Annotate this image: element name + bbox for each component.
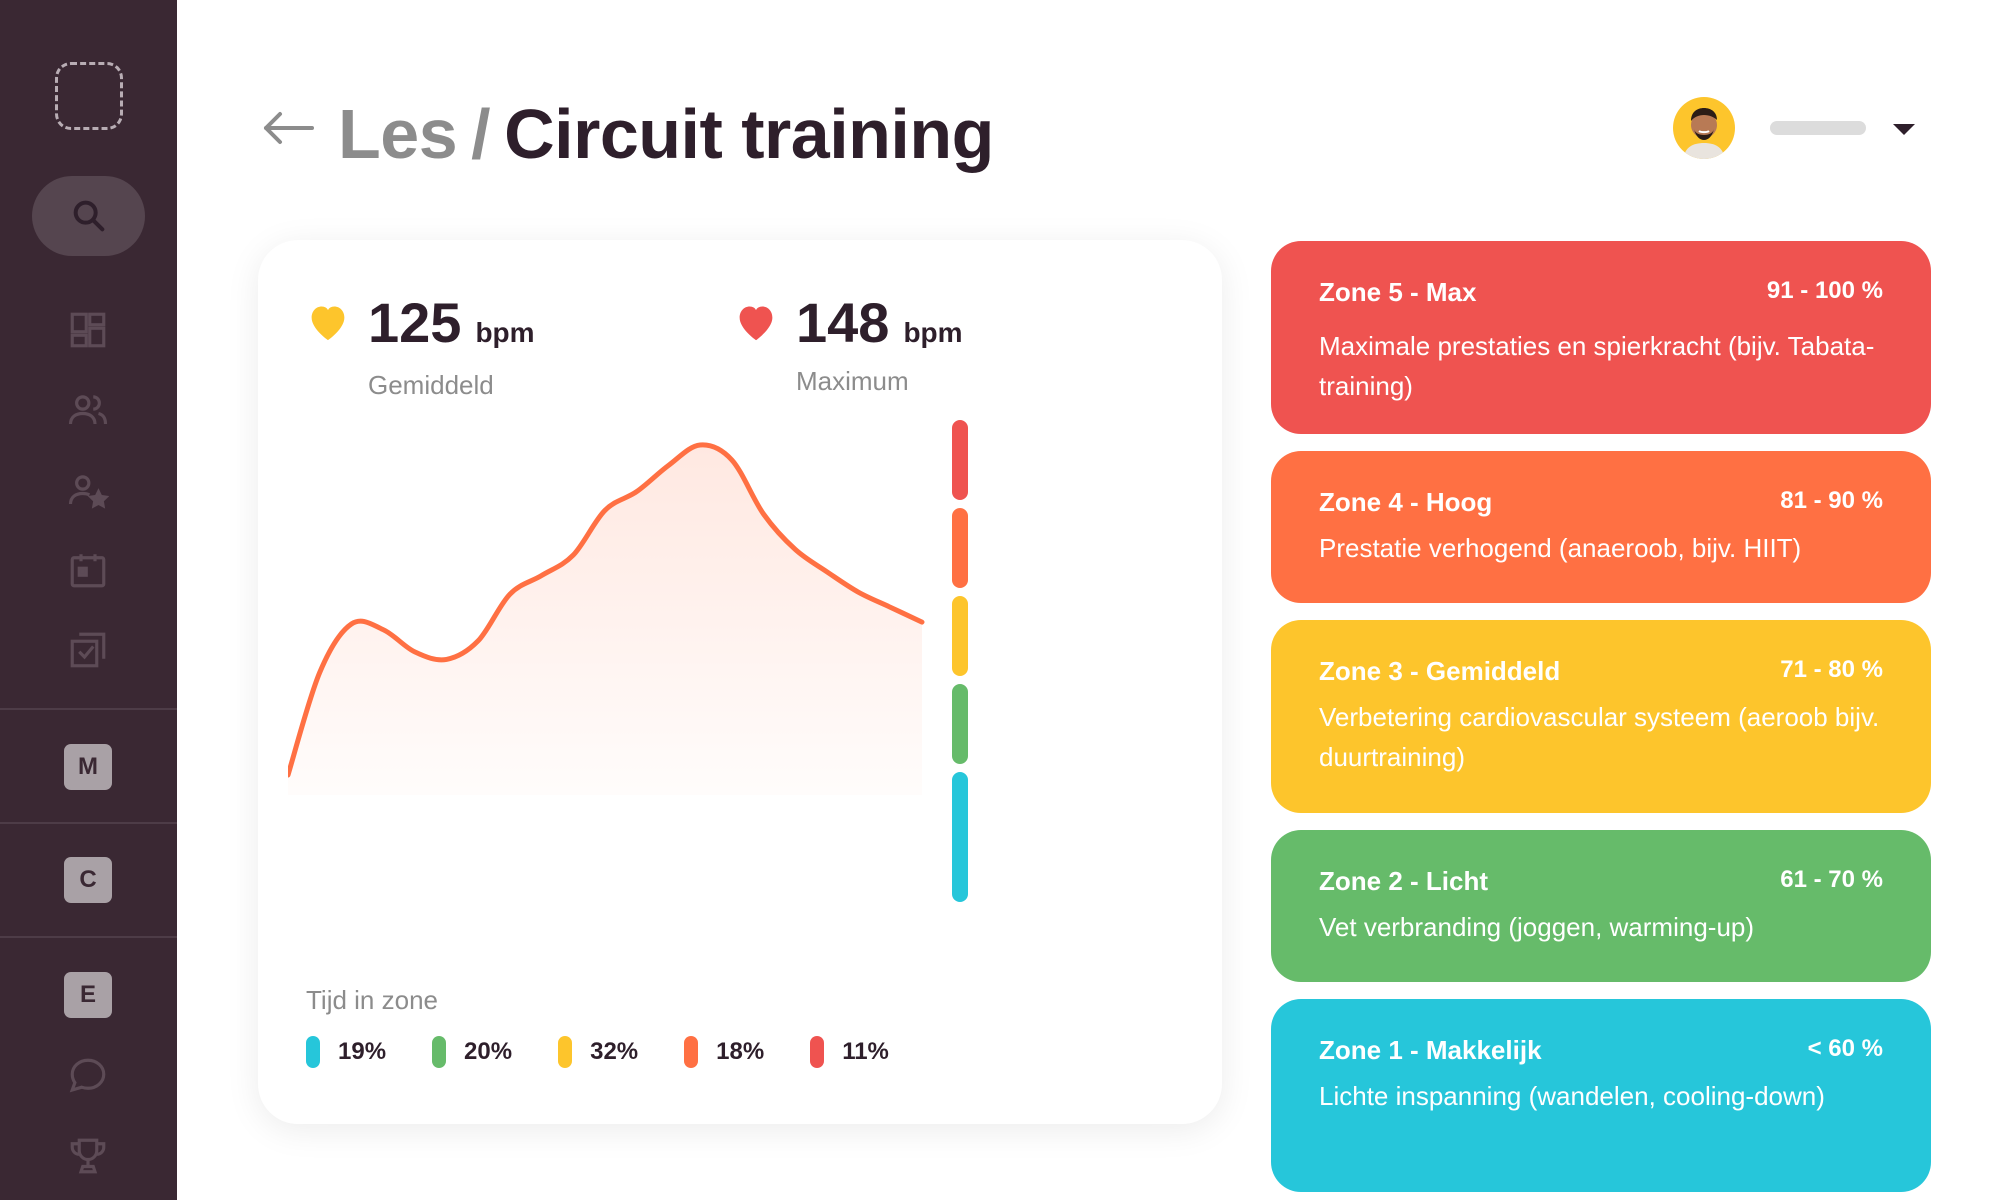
heart-rate-card: 125 bpm Gemiddeld 148 bpm Maximum Tijd in … [258,240,1222,1124]
zone-bar-segment-1 [952,772,968,902]
zone-range: 91 - 100 % [1766,277,1883,304]
users-icon[interactable] [66,388,110,432]
average-label: Gemiddeld [368,370,494,400]
zone-name: Zone 3 - Gemiddeld [1319,656,1561,686]
time-in-zone-legend: 19% 20% 32% 18% 11% [306,1036,935,1068]
zone-bar-segment-2 [952,684,968,764]
zone-description: Verbetering cardiovascular systeem (aero… [1319,702,1880,772]
calendar-icon[interactable] [66,548,110,592]
sidebar: M C E [0,0,177,1200]
zone-name: Zone 1 - Makkelijk [1319,1035,1542,1065]
zone-description: Prestatie verhogend (anaeroob, bijv. HII… [1319,533,1802,563]
user-name-placeholder[interactable] [1770,121,1866,135]
zone-description: Maximale prestaties en spierkracht (bijv… [1319,331,1875,401]
search-button[interactable] [32,176,145,256]
search-icon [73,200,104,232]
heart-rate-chart [288,420,968,902]
zone-bar-segment-4 [952,508,968,588]
zone-range: 71 - 80 % [1780,656,1883,683]
average-value: 125 bpm [368,291,535,354]
workspace-e-button[interactable]: E [64,972,112,1018]
zone-2-marker [432,1036,447,1068]
avatar[interactable] [1673,97,1735,159]
logo-placeholder[interactable] [55,62,123,130]
zone-1-percent: 19% [338,1038,387,1065]
maximum-value: 148 bpm [796,291,963,354]
user-star-icon[interactable] [66,468,110,512]
time-in-zone-item: 18% [684,1036,764,1068]
zone-3-card: Zone 3 - Gemiddeld 71 - 80 % Verbetering… [1271,620,1931,813]
zone-4-marker [684,1036,699,1068]
breadcrumb-les[interactable]: Les [338,95,458,173]
zone-name: Zone 4 - Hoog [1319,487,1493,517]
zone-3-marker [558,1036,573,1068]
sidebar-divider [0,936,177,938]
zone-name: Zone 2 - Licht [1319,866,1488,896]
zone-1-card: Zone 1 - Makkelijk < 60 % Lichte inspann… [1271,999,1931,1192]
zone-range: 61 - 70 % [1780,866,1883,893]
zone-5-percent: 11% [842,1038,889,1065]
time-in-zone-title: Tijd in zone [306,985,438,1015]
zone-scale-bar [952,420,968,902]
workspace-c-button[interactable]: C [64,857,112,903]
zone-range: < 60 % [1807,1035,1883,1062]
back-arrow-icon[interactable] [262,110,316,146]
zone-2-card: Zone 2 - Licht 61 - 70 % Vet verbranding… [1271,830,1931,982]
heart-rate-area [288,444,922,795]
time-in-zone-item: 32% [558,1036,638,1068]
zone-5-marker [810,1036,825,1068]
time-in-zone-item: 19% [306,1036,386,1068]
zone-description: Lichte inspanning (wandelen, cooling-dow… [1319,1081,1825,1111]
chevron-down-icon[interactable] [1893,124,1915,135]
zone-4-percent: 18% [716,1038,765,1065]
page-title: Les / Circuit training [338,94,994,174]
zone-1-marker [306,1036,320,1068]
time-in-zone-item: 11% [810,1036,889,1068]
checklist-icon[interactable] [66,628,110,672]
zone-5-card: Zone 5 - Max 91 - 100 % Maximale prestat… [1271,241,1931,434]
heart-rate-line [288,442,925,778]
zone-description: Vet verbranding (joggen, warming-up) [1319,912,1755,942]
chat-icon[interactable] [66,1054,110,1098]
breadcrumb-current: Circuit training [504,95,994,173]
zone-name: Zone 5 - Max [1319,277,1477,307]
breadcrumb-separator: / [471,95,491,173]
workspace-m-button[interactable]: M [64,744,112,790]
zone-range: 81 - 90 % [1780,487,1883,514]
maximum-label: Maximum [796,366,909,396]
zone-2-percent: 20% [464,1038,513,1065]
zone-bar-segment-5 [952,420,968,500]
heart-icon [311,306,345,341]
trophy-icon[interactable] [66,1134,110,1178]
heart-icon [739,306,773,341]
sidebar-divider [0,822,177,824]
zone-4-card: Zone 4 - Hoog 81 - 90 % Prestatie verhog… [1271,451,1931,603]
zone-bar-segment-3 [952,596,968,676]
dashboard-icon[interactable] [66,308,110,352]
time-in-zone-item: 20% [432,1036,512,1068]
zone-3-percent: 32% [590,1038,639,1065]
sidebar-divider [0,708,177,710]
